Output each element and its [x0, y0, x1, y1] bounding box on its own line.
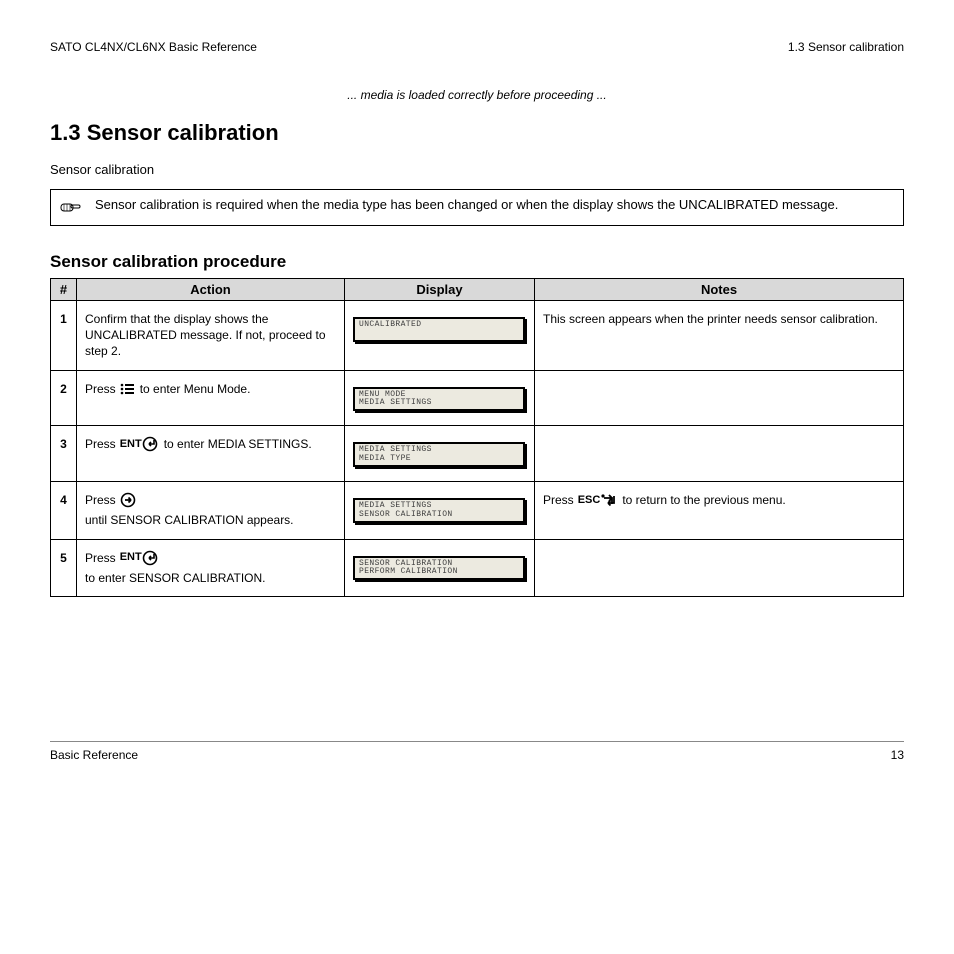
step-notes: This screen appears when the printer nee…	[535, 301, 904, 371]
lcd-line: SENSOR CALIBRATION	[359, 511, 519, 519]
lcd-screen: MEDIA SETTINGSSENSOR CALIBRATION	[353, 498, 525, 523]
intro-text: Sensor calibration	[50, 162, 904, 177]
footer-right: 13	[891, 748, 904, 762]
lcd-line: MEDIA TYPE	[359, 455, 519, 463]
lcd-screen: MENU MODEMEDIA SETTINGS	[353, 387, 525, 412]
action-suffix: until SENSOR CALIBRATION appears.	[85, 512, 294, 528]
header-section: 1.3 Sensor calibration	[788, 40, 904, 54]
step-notes	[535, 539, 904, 596]
step-action: Press ENT to enter SENSOR CALIBRATION.	[77, 539, 345, 596]
action-suffix: to enter SENSOR CALIBRATION.	[85, 570, 266, 586]
steps-table: # Action Display Notes 1Confirm that the…	[50, 278, 904, 597]
table-row: 5Press ENT to enter SENSOR CALIBRATION.S…	[51, 539, 904, 596]
notes-prefix: Press	[543, 492, 574, 508]
note-text: Sensor calibration is required when the …	[95, 196, 838, 214]
step-notes: Press ESC to return to the previous menu…	[535, 482, 904, 539]
section-heading: Sensor calibration procedure	[50, 252, 904, 272]
prolog-text: ... media is loaded correctly before pro…	[50, 88, 904, 102]
action-prefix: Press	[85, 381, 116, 397]
escape-icon: ESC	[578, 493, 619, 508]
action-prefix: Press	[85, 436, 116, 452]
footer-left: Basic Reference	[50, 748, 138, 762]
step-notes	[535, 370, 904, 426]
page-header: SATO CL4NX/CL6NX Basic Reference 1.3 Sen…	[50, 40, 904, 54]
header-doc-ref: SATO CL4NX/CL6NX Basic Reference	[50, 40, 257, 54]
lcd-line: MEDIA SETTINGS	[359, 399, 519, 407]
step-number: 4	[51, 482, 77, 539]
table-row: 3Press ENT to enter MEDIA SETTINGS.MEDIA…	[51, 426, 904, 482]
note-box: Sensor calibration is required when the …	[50, 189, 904, 226]
col-notes: Notes	[535, 279, 904, 301]
action-prefix: Press	[85, 550, 116, 566]
step-number: 3	[51, 426, 77, 482]
enter-icon: ENT	[120, 436, 160, 452]
step-display: MEDIA SETTINGSSENSOR CALIBRATION	[345, 482, 535, 539]
lcd-screen: UNCALIBRATED	[353, 317, 525, 342]
lcd-line: UNCALIBRATED	[359, 321, 519, 329]
table-row: 4Press until SENSOR CALIBRATION appears.…	[51, 482, 904, 539]
step-display: MENU MODEMEDIA SETTINGS	[345, 370, 535, 426]
lcd-line: PERFORM CALIBRATION	[359, 568, 519, 576]
table-row: 1Confirm that the display shows the UNCA…	[51, 301, 904, 371]
col-step: #	[51, 279, 77, 301]
page-title: 1.3 Sensor calibration	[50, 120, 904, 146]
step-display: MEDIA SETTINGSMEDIA TYPE	[345, 426, 535, 482]
menu-icon	[120, 382, 136, 396]
action-prefix: Press	[85, 492, 116, 508]
notes-suffix: to return to the previous menu.	[622, 492, 785, 508]
step-action: Confirm that the display shows the UNCAL…	[77, 301, 345, 371]
step-number: 1	[51, 301, 77, 371]
lcd-screen: SENSOR CALIBRATIONPERFORM CALIBRATION	[353, 556, 525, 581]
col-display: Display	[345, 279, 535, 301]
action-suffix: to enter MEDIA SETTINGS.	[164, 436, 312, 452]
table-row: 2Press to enter Menu Mode.MENU MODEMEDIA…	[51, 370, 904, 426]
pointing-hand-icon	[59, 198, 83, 219]
step-number: 5	[51, 539, 77, 596]
action-suffix: to enter Menu Mode.	[140, 381, 251, 397]
step-number: 2	[51, 370, 77, 426]
page-footer: Basic Reference 13	[50, 741, 904, 762]
step-action: Press ENT to enter MEDIA SETTINGS.	[77, 426, 345, 482]
lcd-screen: MEDIA SETTINGSMEDIA TYPE	[353, 442, 525, 467]
enter-icon: ENT	[120, 550, 160, 566]
step-display: UNCALIBRATED	[345, 301, 535, 371]
col-action: Action	[77, 279, 345, 301]
lcd-line	[359, 329, 519, 337]
right-arrow-icon	[120, 492, 136, 508]
step-notes	[535, 426, 904, 482]
step-display: SENSOR CALIBRATIONPERFORM CALIBRATION	[345, 539, 535, 596]
step-action: Press to enter Menu Mode.	[77, 370, 345, 426]
step-action: Press until SENSOR CALIBRATION appears.	[77, 482, 345, 539]
